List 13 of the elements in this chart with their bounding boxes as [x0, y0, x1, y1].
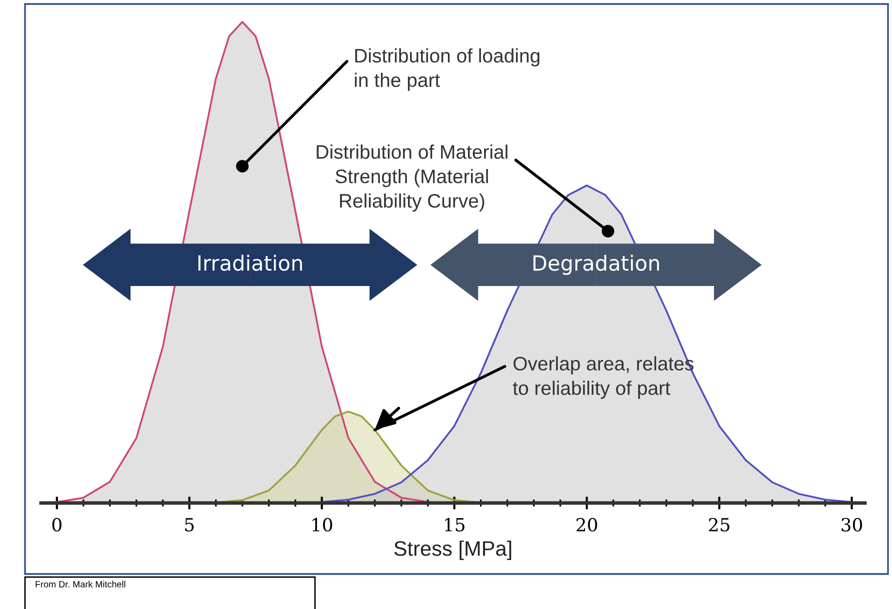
x-tick-label: 30: [842, 518, 862, 532]
annotation: Distribution of loading in the part: [354, 48, 540, 91]
text: From Dr. Mark Mitchell: [36, 580, 126, 588]
x-tick-label: 10: [312, 518, 332, 532]
x-tick-label: 20: [576, 518, 598, 532]
x-tick-label: 15: [445, 518, 464, 532]
annotation: Irradiation: [198, 254, 302, 271]
x-axis-title: Stress [MPa]: [394, 540, 512, 560]
x-tick-label: 0: [52, 518, 62, 532]
annotation: Distribution of Material Strength (Material Reliability Curve): [316, 144, 508, 212]
x-tick-label: 25: [709, 518, 730, 532]
annotation: Degradation: [533, 254, 659, 275]
x-tick-label: 5: [185, 518, 194, 532]
